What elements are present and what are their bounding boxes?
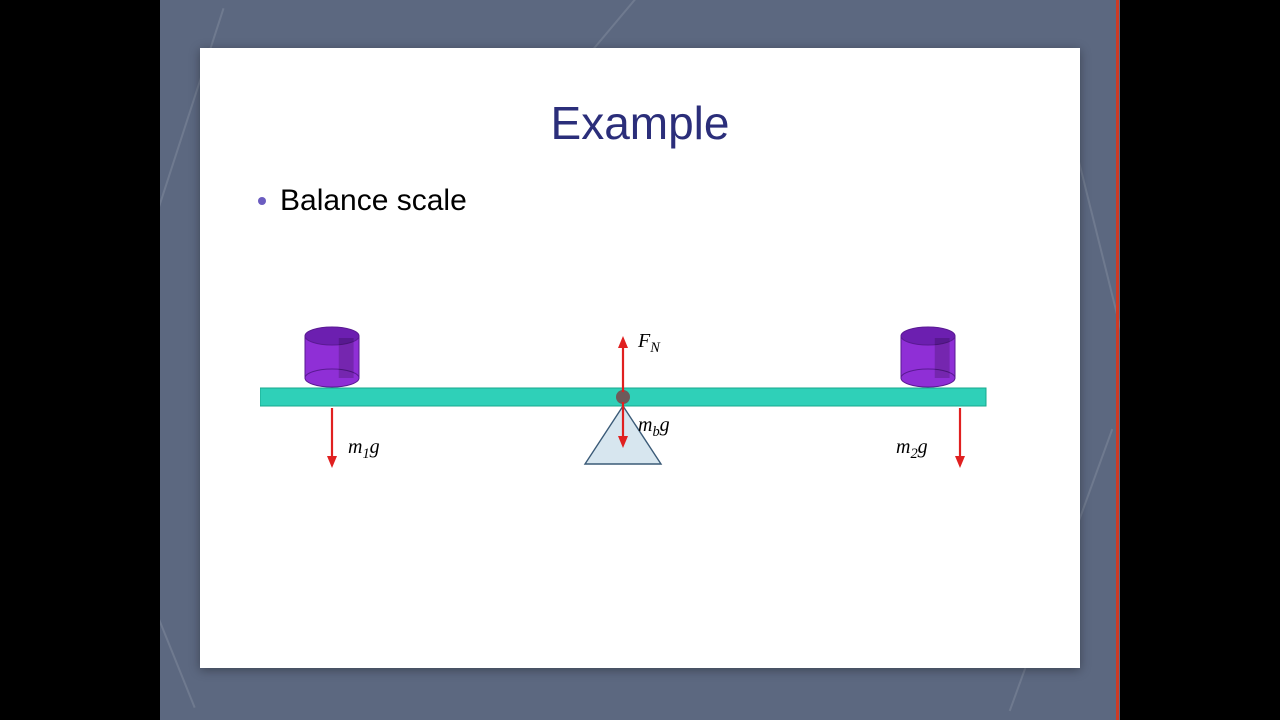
red-stripe <box>1116 0 1119 720</box>
label-m1g: m1g <box>348 436 380 463</box>
letterbox-left <box>0 0 160 720</box>
label-m2g: m2g <box>896 436 928 463</box>
balance-scale-diagram <box>260 296 1020 516</box>
label-mbg: mbg <box>638 414 670 441</box>
video-frame: Example Balance scale FN mbg m1g m2g <box>0 0 1280 720</box>
bullet-text: Balance scale <box>280 184 467 218</box>
letterbox-right <box>1120 0 1280 720</box>
bullet-row: Balance scale <box>258 184 467 218</box>
slide: Example Balance scale FN mbg m1g m2g <box>200 48 1080 668</box>
slide-title: Example <box>200 96 1080 150</box>
label-fn: FN <box>638 330 660 357</box>
bullet-dot-icon <box>258 197 266 205</box>
